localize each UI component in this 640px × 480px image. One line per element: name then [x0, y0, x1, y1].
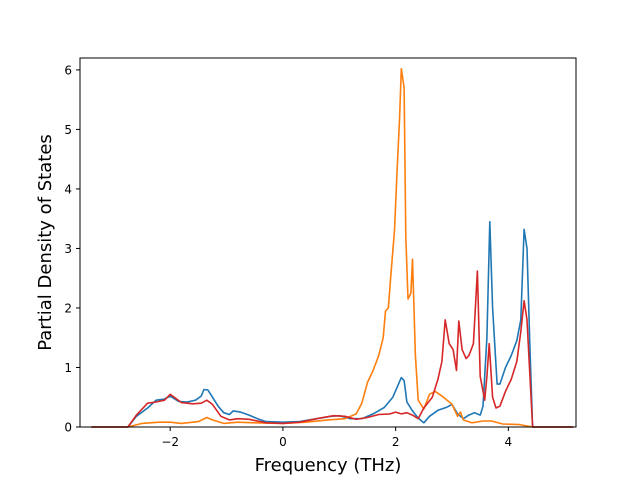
x-tick-label-3: 4	[505, 435, 513, 449]
series-line-1	[91, 67, 574, 428]
series-line-0	[91, 220, 574, 428]
y-tick-label-0: 0	[64, 421, 72, 435]
y-tick-label-4: 4	[64, 182, 72, 196]
y-tick-label-1: 1	[64, 361, 72, 375]
plot-frame	[79, 57, 577, 428]
y-axis-label: Partial Density of States	[35, 134, 56, 351]
y-tick-label-2: 2	[64, 301, 72, 315]
y-tick-label-3: 3	[64, 242, 72, 256]
x-axis-label: Frequency (THz)	[255, 455, 402, 476]
y-tick-label-5: 5	[64, 123, 72, 137]
x-tick-label-0: −2	[161, 435, 179, 449]
x-tick-label-1: 0	[279, 435, 287, 449]
tick-layer: −2 0 2 4 0 1 2 3 4 5 6	[64, 63, 512, 449]
series-line-2	[91, 270, 574, 428]
y-tick-label-6: 6	[64, 63, 72, 77]
x-tick-label-2: 2	[392, 435, 400, 449]
series-layer	[91, 67, 574, 428]
